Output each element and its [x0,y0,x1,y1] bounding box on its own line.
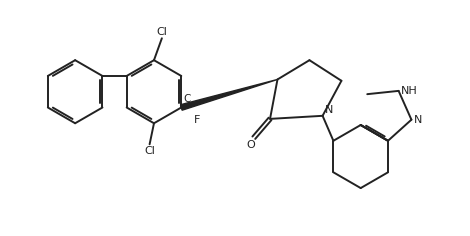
Text: F: F [194,115,200,125]
Text: NH: NH [401,86,418,96]
Text: Cl: Cl [144,146,155,156]
Text: N: N [325,105,333,115]
Text: C: C [183,94,190,104]
Polygon shape [180,80,277,110]
Text: O: O [247,140,256,150]
Text: N: N [414,115,423,125]
Text: Cl: Cl [157,26,167,37]
